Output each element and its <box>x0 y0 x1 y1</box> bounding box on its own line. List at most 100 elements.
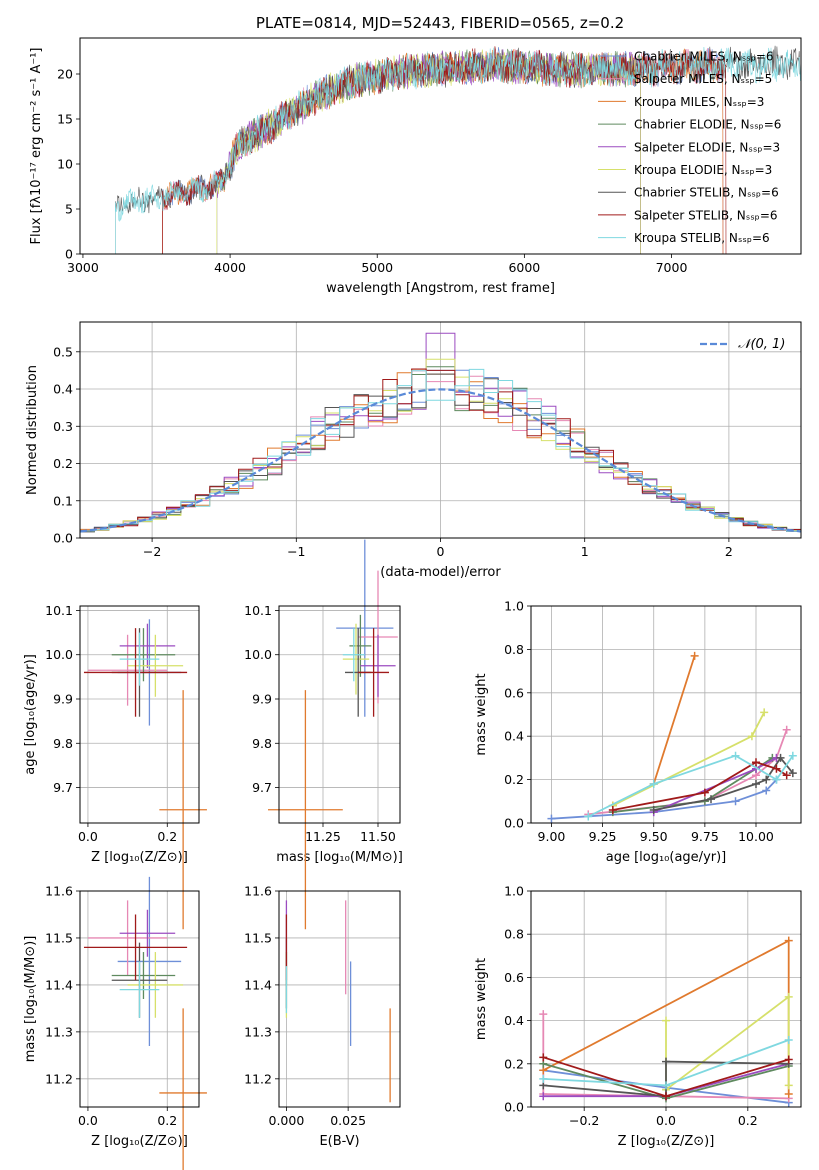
y-tick-label: 1.0 <box>504 599 524 614</box>
panel-age_vs_Z: 0.0 0.2 9.7 9.8 9.9 10.0 10.1 Z [log₁₀(Z/Z⊙)] ag… <box>23 603 207 930</box>
x-tick-label: 7000 <box>656 260 688 275</box>
y-tick-label: 0.0 <box>53 531 73 546</box>
y-tick-label: 0.4 <box>504 729 524 744</box>
weight-point-marker <box>539 1053 548 1062</box>
y-tick-label: 11.6 <box>45 884 73 899</box>
weight-point-marker <box>547 814 556 823</box>
axes-frame <box>278 890 401 1108</box>
x-tick-label: 1 <box>581 544 589 559</box>
axes-frame <box>79 890 200 1108</box>
weight-point-marker <box>747 732 756 741</box>
y-tick-label: 0.8 <box>504 642 524 657</box>
axes-frame <box>79 37 802 255</box>
weight-point-marker <box>784 1055 793 1064</box>
weight-point-marker <box>539 1010 548 1019</box>
panel-mass_vs_Z: 0.0 0.2 11.2 11.3 11.4 11.5 11.6 Z [log₁₀(Z/Z⊙)… <box>23 876 207 1170</box>
x-tick-label: 0.0 <box>78 1113 98 1128</box>
y-axis-label: Flux [fλ10⁻¹⁷ erg cm⁻² s⁻¹ A⁻¹] <box>29 48 44 245</box>
legend-label: 𝒩(0, 1) <box>738 337 785 352</box>
weight-point-marker <box>752 758 760 767</box>
x-tick-label: 0.0 <box>656 1113 676 1128</box>
panel-spectrum: 3000 4000 5000 6000 7000 0 5 10 15 20 wavelength [… <box>29 37 802 296</box>
weight-point-marker <box>762 775 771 784</box>
y-axis-label: mass weight <box>474 673 489 755</box>
x-tick-label: 10.00 <box>738 829 774 844</box>
y-tick-label: 0 <box>65 247 73 262</box>
y-axis-label: Normed distribution <box>25 365 40 495</box>
weight-point-marker <box>731 797 740 806</box>
x-tick-label: 0.0 <box>78 829 98 844</box>
y-tick-label: 10 <box>57 157 73 172</box>
x-axis-label: age [log₁₀(age/yr)] <box>606 850 727 865</box>
x-tick-label: −0.2 <box>569 1113 599 1128</box>
y-tick-label: 10.1 <box>45 603 73 618</box>
y-tick-label: 11.3 <box>45 1024 73 1039</box>
weight-point-marker <box>649 779 658 788</box>
x-axis-label: Z [log₁₀(Z/Z⊙)] <box>91 850 188 865</box>
x-tick-label: 2 <box>725 544 733 559</box>
x-axis-label: wavelength [Angstrom, rest frame] <box>326 281 555 296</box>
weight-point-marker <box>776 753 785 762</box>
weight-point-marker <box>788 751 797 760</box>
x-tick-label: 0.2 <box>157 829 177 844</box>
x-axis-label: Z [log₁₀(Z/Z⊙)] <box>618 1134 715 1149</box>
x-tick-label: 0.2 <box>157 1113 177 1128</box>
legend-label: Chabrier MILES, Nₛₛₚ=6 <box>634 50 774 64</box>
weight-line <box>653 756 794 811</box>
weight-line <box>543 1060 789 1098</box>
legend-label: Kroupa ELODIE, Nₛₛₚ=3 <box>634 163 772 177</box>
y-tick-label: 0.2 <box>504 1056 524 1071</box>
weight-point-marker <box>649 805 658 814</box>
weight-point-marker <box>782 725 791 734</box>
y-tick-label: 11.2 <box>45 1071 73 1086</box>
legend-label: Kroupa MILES, Nₛₛₚ=3 <box>634 95 764 109</box>
y-tick-label: 10.1 <box>244 603 272 618</box>
x-axis-label: Z [log₁₀(Z/Z⊙)] <box>91 1134 188 1149</box>
x-tick-label: 9.75 <box>691 829 719 844</box>
x-tick-label: −2 <box>143 544 161 559</box>
axes-frame <box>79 321 802 539</box>
weight-point-marker <box>784 1090 793 1099</box>
weight-point-marker <box>762 786 771 795</box>
x-tick-label: −1 <box>287 544 305 559</box>
weight-point-marker <box>662 1057 670 1066</box>
y-tick-label: 20 <box>57 67 73 82</box>
spectrum-line <box>115 46 801 254</box>
weight-point-marker <box>539 1074 548 1083</box>
weight-line <box>665 994 790 1092</box>
y-tick-label: 11.5 <box>244 930 272 945</box>
y-tick-label: 9.8 <box>53 736 73 751</box>
panel-weight_vs_age: 9.00 9.25 9.50 9.75 10.00 0.0 0.2 0.4 0.6 0.8 1.0 a… <box>474 599 802 865</box>
legend-label: Salpeter STELIB, Nₛₛₚ=6 <box>634 208 778 222</box>
legend: Chabrier MILES, Nₛₛₚ=6 Salpeter MILES, Nₛ… <box>598 50 781 245</box>
panel-age_vs_mass: 11.25 11.50 9.7 9.8 9.9 10.0 10.1 mass [log₁₀(M… <box>244 539 403 930</box>
axes-frame <box>530 605 802 824</box>
weight-point-marker <box>784 1036 793 1045</box>
x-axis-label: mass [log₁₀(M/M⊙)] <box>276 850 403 865</box>
y-tick-label: 15 <box>57 112 73 127</box>
weight-point-marker <box>788 769 797 778</box>
x-tick-label: 0.2 <box>738 1113 758 1128</box>
y-tick-label: 0.8 <box>504 927 524 942</box>
x-tick-label: 11.25 <box>305 829 341 844</box>
weight-point-marker <box>700 788 709 797</box>
y-tick-label: 0.0 <box>504 816 524 831</box>
normal-curve <box>79 388 802 533</box>
y-tick-label: 11.2 <box>244 1071 272 1086</box>
weight-point-marker <box>784 1081 793 1090</box>
y-axis-label: mass weight <box>474 958 489 1040</box>
weight-point-marker <box>752 779 760 788</box>
x-tick-label: 9.25 <box>589 829 617 844</box>
weight-point-marker <box>707 795 715 804</box>
weight-point-marker <box>760 708 769 717</box>
panel-residuals: −2 −1 0 1 2 0.0 0.1 0.2 0.3 0.4 0.5 (data-model)/er… <box>25 321 802 580</box>
weight-point-marker <box>784 992 793 1001</box>
y-tick-label: 1.0 <box>504 884 524 899</box>
y-tick-label: 9.7 <box>53 780 73 795</box>
x-tick-label: 11.50 <box>360 829 396 844</box>
y-tick-label: 0.5 <box>53 344 73 359</box>
y-tick-label: 0.1 <box>53 493 73 508</box>
weight-point-marker <box>690 651 699 660</box>
